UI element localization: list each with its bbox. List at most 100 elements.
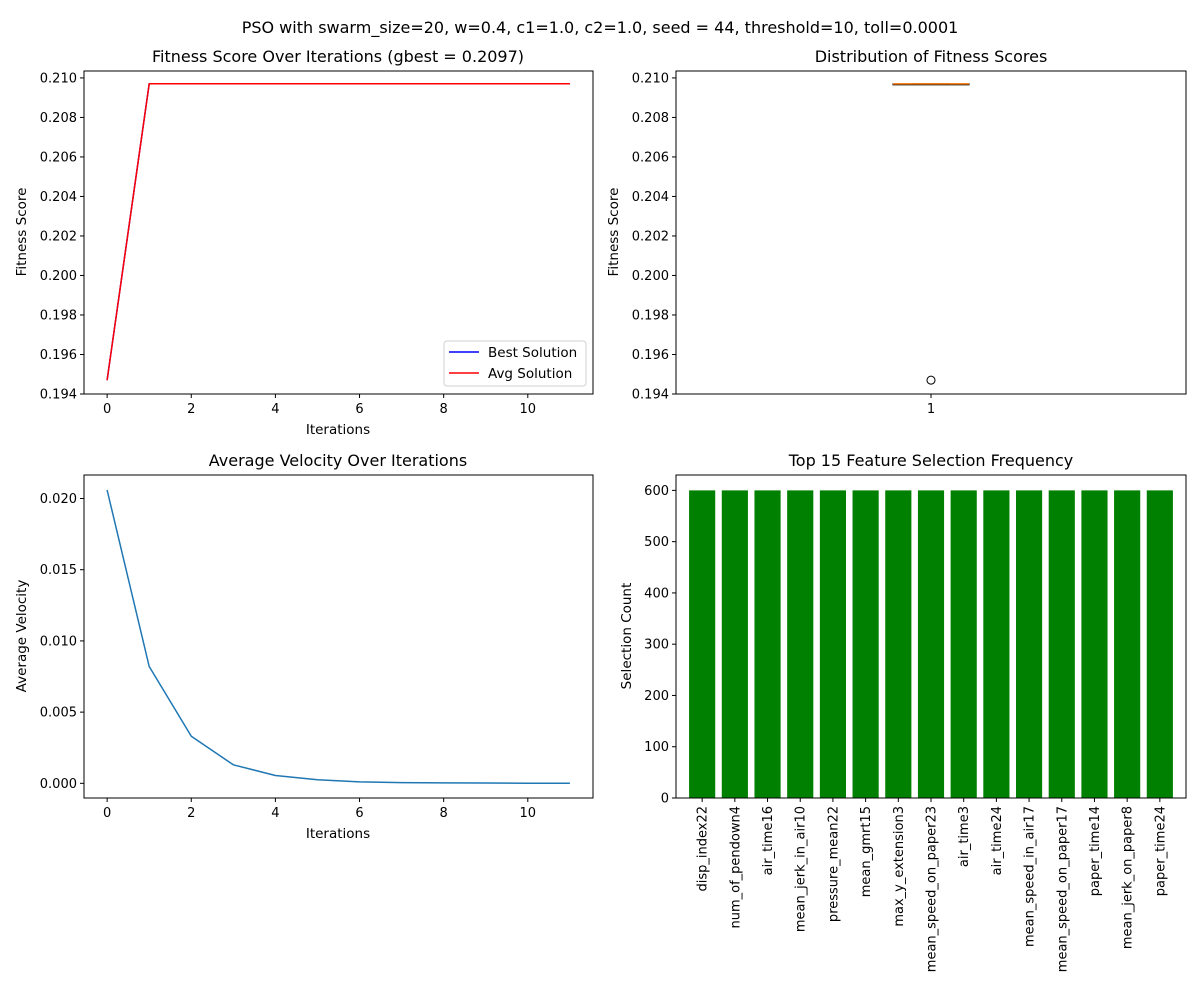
bar (819, 490, 846, 798)
velocity-y-axis-label: Average Velocity (14, 580, 30, 693)
feature-plot-area: 0 100 200 300 400 500 600 disp_index22 num_of_pe… (644, 474, 1187, 972)
y-tick-label: 0.210 (40, 71, 77, 86)
bar (852, 490, 879, 798)
bar (983, 490, 1010, 798)
y-tick-label: 0.194 (40, 388, 77, 403)
bar (950, 490, 977, 798)
x-tick-label: mean_jerk_in_air10 (794, 806, 809, 932)
y-tick-label: 0.010 (40, 634, 77, 649)
bar (689, 490, 716, 798)
x-tick-label: 0 (103, 806, 111, 821)
y-tick-label: 600 (644, 484, 669, 499)
y-tick-label: 0 (661, 792, 669, 807)
x-tick-label: 6 (355, 806, 363, 821)
x-tick-label: disp_index22 (696, 806, 711, 892)
y-tick-label: 0.196 (632, 348, 669, 363)
y-tick-label: 100 (644, 740, 669, 755)
x-tick-label: 8 (440, 402, 448, 417)
x-tick-label: 10 (520, 402, 537, 417)
y-tick-label: 0.198 (40, 308, 77, 323)
y-tick-label: 0.208 (632, 111, 669, 126)
x-tick-label: mean_speed_on_paper23 (925, 806, 940, 972)
y-tick-label: 300 (644, 638, 669, 653)
y-tick-label: 0.194 (632, 388, 669, 403)
bar (1146, 490, 1173, 798)
boxplot-y-axis-label: Fitness Score (606, 188, 622, 277)
y-tick-label: 0.210 (632, 71, 669, 86)
bar (1016, 490, 1043, 798)
fitness-chart-title: Fitness Score Over Iterations (gbest = 0… (152, 47, 524, 66)
bar (787, 490, 814, 798)
fitness-box-plot: Distribution of Fitness Scores 0.194 0.19… (606, 47, 1187, 417)
x-tick-label: 1 (927, 402, 935, 417)
legend-label-best: Best Solution (488, 345, 577, 361)
x-tick-label: mean_speed_in_air17 (1023, 806, 1038, 947)
y-tick-label: 0.020 (40, 492, 77, 507)
bar (917, 490, 945, 798)
boxplot-plot-area: 0.194 0.196 0.198 0.200 0.202 0.204 0.206 0.208… (632, 70, 1187, 417)
bar (1048, 490, 1075, 798)
fitness-line-chart: Fitness Score Over Iterations (gbest = 0… (14, 47, 594, 438)
axes-frame (83, 474, 594, 799)
y-tick-label: 0.005 (40, 706, 77, 721)
x-tick-label: 4 (271, 806, 279, 821)
x-tick-label: mean_jerk_on_paper8 (1121, 806, 1136, 949)
x-tick-label: 6 (355, 402, 363, 417)
y-tick-label: 0.206 (40, 150, 77, 165)
outlier-point (926, 375, 936, 385)
y-tick-label: 0.204 (40, 190, 77, 205)
fitness-x-axis-label: Iterations (306, 422, 370, 438)
x-tick-label: 8 (440, 806, 448, 821)
y-tick-label: 0.196 (40, 348, 77, 363)
fitness-plot-area: 0.194 0.196 0.198 0.200 0.202 0.204 0.206 0.208… (40, 70, 594, 417)
x-tick-label: air_time16 (761, 806, 776, 875)
boxplot-title: Distribution of Fitness Scores (815, 47, 1048, 66)
series-line-0 (106, 489, 570, 784)
y-tick-label: 0.200 (632, 269, 669, 284)
fitness-y-axis-label: Fitness Score (14, 188, 30, 277)
series-line-avg-solution (106, 83, 570, 381)
legend-frame (443, 340, 587, 387)
y-tick-label: 0.200 (40, 269, 77, 284)
velocity-plot-area: 0.000 0.005 0.010 0.015 0.020 0 2 4 6 8 10 (40, 474, 594, 821)
y-tick-label: 0.204 (632, 190, 669, 205)
bar (1081, 490, 1108, 798)
x-tick-label: 4 (271, 402, 279, 417)
bar (1114, 490, 1141, 798)
y-tick-label: 0.000 (40, 777, 77, 792)
bar (885, 490, 912, 798)
y-tick-label: 0.202 (40, 229, 77, 244)
x-tick-label: 2 (187, 806, 195, 821)
bar (754, 490, 781, 798)
x-tick-label: mean_speed_on_paper17 (1055, 806, 1070, 972)
figure-title: PSO with swarm_size=20, w=0.4, c1=1.0, c… (241, 18, 959, 37)
velocity-line-chart: Average Velocity Over Iterations 0.0000.… (14, 451, 594, 842)
feature-chart-title: Top 15 Feature Selection Frequency (788, 451, 1074, 470)
y-tick-label: 500 (644, 535, 669, 550)
x-tick-label: air_time24 (990, 806, 1005, 875)
y-tick-label: 200 (644, 689, 669, 704)
x-tick-label: paper_time24 (1153, 806, 1168, 896)
x-tick-label: num_of_pendown4 (728, 806, 743, 929)
x-tick-label: 0 (103, 402, 111, 417)
velocity-x-axis-label: Iterations (306, 826, 370, 842)
legend-label-avg: Avg Solution (488, 366, 572, 382)
y-tick-label: 0.198 (632, 308, 669, 323)
velocity-chart-title: Average Velocity Over Iterations (209, 451, 467, 470)
x-tick-label: mean_gmrt15 (859, 806, 874, 897)
feature-y-axis-label: Selection Count (619, 583, 635, 690)
y-tick-label: 400 (644, 586, 669, 601)
x-tick-label: max_y_extension3 (892, 806, 907, 927)
x-tick-label: air_time3 (957, 806, 972, 867)
x-tick-label: pressure_mean22 (826, 806, 841, 922)
axes-frame (83, 70, 594, 395)
feature-bar-chart: Top 15 Feature Selection Frequency 0 100 2… (619, 451, 1187, 972)
x-tick-label: 2 (187, 402, 195, 417)
x-tick-label: 10 (520, 806, 537, 821)
series-line-best-solution (106, 83, 570, 381)
y-tick-label: 0.208 (40, 111, 77, 126)
axes-frame (675, 70, 1187, 395)
y-tick-label: 0.202 (632, 229, 669, 244)
y-tick-label: 0.015 (40, 563, 77, 578)
x-tick-label: paper_time14 (1088, 806, 1103, 896)
